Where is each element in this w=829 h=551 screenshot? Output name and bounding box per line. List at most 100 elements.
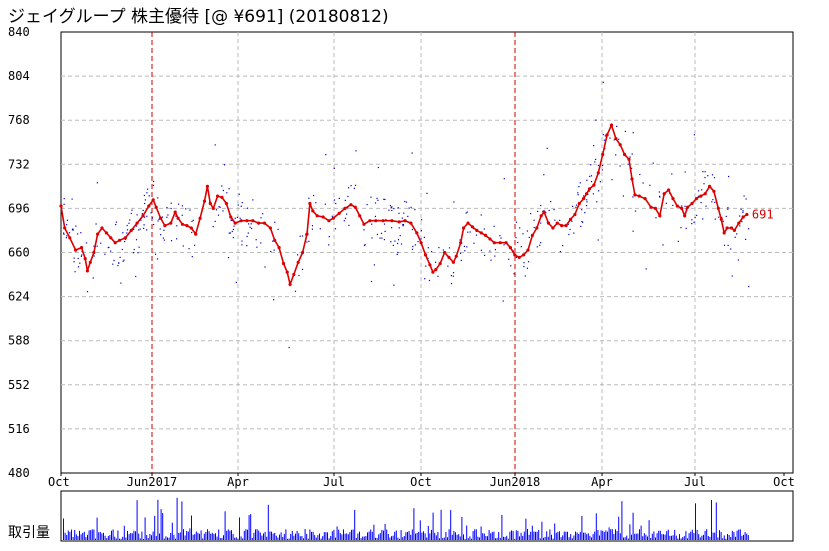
volume-bar bbox=[618, 516, 620, 540]
volume-bar bbox=[703, 534, 704, 540]
price-point bbox=[233, 221, 237, 225]
volume-bar bbox=[160, 509, 162, 540]
volume-bar bbox=[491, 531, 493, 540]
volume-bar bbox=[248, 515, 250, 540]
intraday-dot bbox=[75, 225, 77, 227]
price-point bbox=[224, 201, 228, 206]
price-point bbox=[262, 221, 267, 225]
intraday-dot bbox=[233, 225, 235, 227]
intraday-dot bbox=[384, 230, 386, 232]
intraday-dot bbox=[603, 139, 605, 141]
volume-bar bbox=[467, 538, 469, 540]
price-point bbox=[327, 219, 331, 223]
intraday-dot bbox=[273, 249, 275, 251]
y-tick-label: 588 bbox=[8, 334, 30, 348]
intraday-dot bbox=[370, 280, 373, 283]
price-point bbox=[618, 143, 622, 147]
volume-bar bbox=[661, 534, 663, 540]
intraday-dot bbox=[581, 221, 583, 223]
volume-bar bbox=[451, 534, 453, 540]
y-tick-label: 480 bbox=[8, 466, 30, 480]
volume-bar bbox=[274, 532, 276, 540]
intraday-dot bbox=[569, 228, 571, 231]
volume-bar bbox=[77, 536, 79, 540]
price-point bbox=[151, 198, 155, 202]
intraday-dot bbox=[66, 224, 68, 226]
intraday-dot bbox=[553, 209, 555, 211]
intraday-dot bbox=[388, 209, 390, 211]
volume-bar bbox=[674, 529, 676, 540]
intraday-dot bbox=[256, 246, 258, 248]
intraday-dot bbox=[93, 245, 95, 247]
volume-bar bbox=[461, 517, 463, 540]
intraday-dot bbox=[723, 244, 726, 246]
intraday-dot bbox=[642, 182, 644, 184]
volume-bar bbox=[666, 531, 668, 540]
volume-bar bbox=[195, 531, 197, 540]
volume-bar bbox=[735, 536, 736, 540]
price-point bbox=[680, 206, 684, 210]
volume-bar bbox=[555, 532, 557, 540]
price-point bbox=[737, 221, 741, 225]
intraday-dot bbox=[464, 250, 466, 252]
volume-bar bbox=[255, 529, 256, 540]
intraday-dot bbox=[63, 232, 65, 234]
intraday-dot bbox=[581, 209, 583, 211]
intraday-dot bbox=[655, 217, 657, 219]
volume-bar bbox=[400, 530, 402, 540]
volume-bar bbox=[669, 535, 671, 540]
intraday-dot bbox=[515, 256, 517, 258]
intraday-dot bbox=[703, 183, 705, 185]
price-point bbox=[462, 226, 466, 230]
intraday-dot bbox=[157, 220, 159, 222]
volume-bar bbox=[722, 538, 724, 540]
intraday-dot bbox=[727, 208, 729, 210]
volume-bar bbox=[698, 534, 700, 540]
price-point bbox=[173, 210, 177, 214]
price-point bbox=[85, 269, 89, 273]
volume-bar bbox=[66, 534, 68, 540]
price-point bbox=[504, 241, 508, 245]
volume-bar bbox=[183, 529, 184, 540]
volume-bar bbox=[80, 534, 82, 540]
volume-bar bbox=[208, 531, 210, 540]
volume-bar bbox=[463, 534, 464, 540]
volume-bar bbox=[554, 523, 556, 540]
intraday-dot bbox=[530, 213, 532, 215]
intraday-dot bbox=[163, 239, 165, 241]
intraday-dot bbox=[389, 205, 391, 207]
intraday-dot bbox=[526, 230, 528, 232]
intraday-dot bbox=[707, 175, 709, 177]
price-point bbox=[100, 226, 104, 230]
intraday-dot bbox=[222, 210, 224, 212]
volume-bar bbox=[456, 534, 458, 540]
price-point bbox=[623, 152, 627, 157]
volume-bar bbox=[717, 537, 719, 540]
price-point bbox=[194, 232, 198, 236]
price-point bbox=[522, 253, 526, 257]
intraday-dot bbox=[526, 267, 528, 269]
volume-bar bbox=[715, 502, 717, 540]
volume-bar bbox=[251, 537, 253, 540]
price-point bbox=[273, 238, 277, 242]
intraday-dot bbox=[577, 192, 579, 194]
price-point bbox=[96, 232, 100, 236]
volume-bar bbox=[106, 538, 108, 540]
intraday-dot bbox=[414, 244, 416, 246]
intraday-dot bbox=[118, 262, 120, 264]
volume-bar bbox=[309, 529, 311, 540]
intraday-dot bbox=[448, 247, 451, 249]
volume-bar bbox=[592, 534, 594, 540]
price-point bbox=[428, 263, 432, 267]
volume-bar bbox=[384, 523, 386, 540]
intraday-dot bbox=[158, 218, 160, 220]
intraday-dot bbox=[704, 176, 706, 179]
y-tick-label: 840 bbox=[8, 25, 30, 39]
volume-bar bbox=[245, 529, 247, 540]
volume-bar bbox=[275, 535, 277, 540]
volume-bar bbox=[96, 517, 98, 540]
volume-bar bbox=[165, 536, 167, 540]
intraday-dot bbox=[452, 275, 454, 277]
volume-bar bbox=[189, 528, 191, 540]
intraday-dot bbox=[698, 190, 700, 192]
